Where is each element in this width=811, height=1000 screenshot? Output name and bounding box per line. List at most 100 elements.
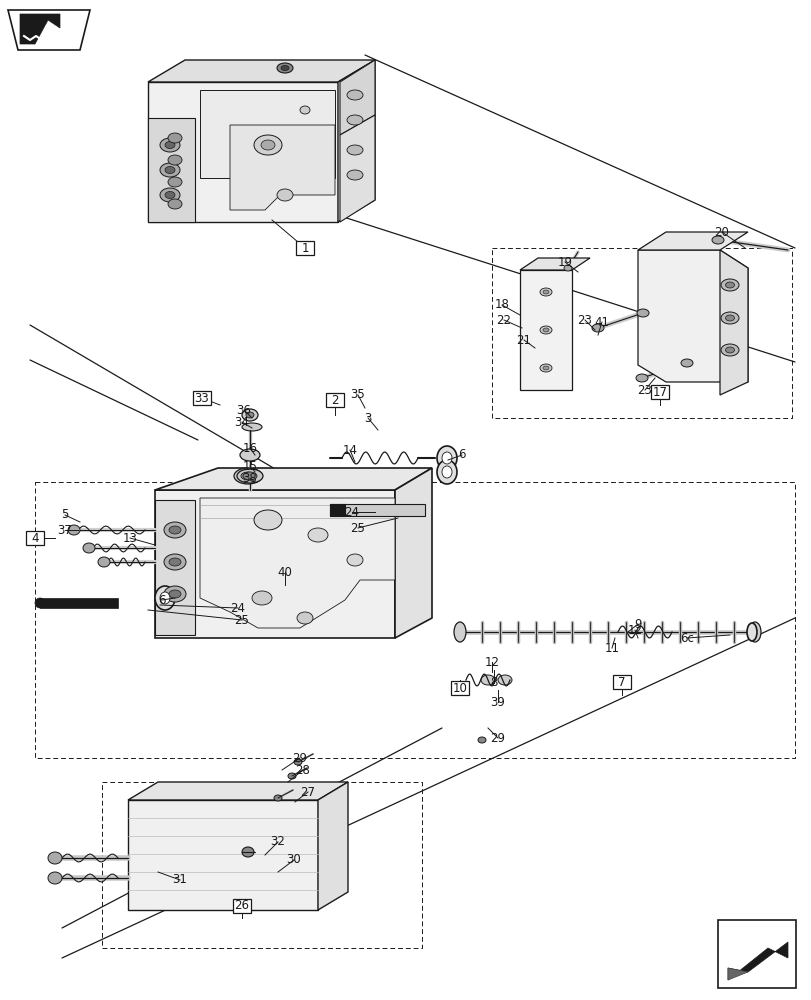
Ellipse shape: [636, 309, 648, 317]
Polygon shape: [20, 14, 60, 44]
Bar: [717, 920, 795, 988]
Ellipse shape: [242, 409, 258, 421]
Text: 3: 3: [364, 412, 371, 424]
Polygon shape: [40, 598, 118, 608]
Ellipse shape: [68, 525, 80, 535]
Bar: [612, 675, 630, 689]
Text: 19: 19: [557, 255, 572, 268]
Text: 21: 21: [516, 334, 531, 347]
Ellipse shape: [242, 472, 257, 480]
Text: 22: 22: [496, 314, 511, 326]
Ellipse shape: [160, 138, 180, 152]
Polygon shape: [148, 118, 195, 222]
Polygon shape: [340, 60, 375, 135]
Bar: [650, 385, 668, 399]
Text: 18: 18: [494, 298, 508, 312]
Ellipse shape: [164, 554, 186, 570]
Ellipse shape: [478, 737, 486, 743]
Ellipse shape: [543, 366, 548, 370]
Ellipse shape: [242, 847, 254, 857]
Bar: [325, 393, 344, 407]
Text: 23: 23: [577, 314, 592, 326]
Text: 12: 12: [627, 624, 642, 636]
Text: 32: 32: [270, 835, 285, 848]
Text: 36: 36: [236, 403, 251, 416]
Text: 2: 2: [331, 393, 338, 406]
Text: 30: 30: [286, 853, 301, 866]
Text: 5: 5: [62, 508, 69, 522]
Ellipse shape: [724, 282, 734, 288]
Ellipse shape: [98, 557, 109, 567]
Ellipse shape: [441, 466, 452, 478]
Ellipse shape: [724, 315, 734, 321]
Ellipse shape: [720, 279, 738, 291]
Ellipse shape: [168, 155, 182, 165]
Ellipse shape: [241, 472, 255, 480]
Text: 10: 10: [452, 682, 467, 694]
Polygon shape: [727, 942, 787, 980]
Ellipse shape: [436, 460, 457, 484]
Text: 8: 8: [490, 676, 497, 690]
Ellipse shape: [299, 106, 310, 114]
Ellipse shape: [254, 135, 281, 155]
Ellipse shape: [346, 115, 363, 125]
Polygon shape: [200, 90, 335, 178]
Polygon shape: [637, 250, 747, 382]
Polygon shape: [148, 82, 337, 222]
Text: 25: 25: [234, 613, 249, 626]
Ellipse shape: [346, 554, 363, 566]
Ellipse shape: [160, 163, 180, 177]
Ellipse shape: [346, 170, 363, 180]
Ellipse shape: [441, 452, 452, 464]
Polygon shape: [128, 782, 348, 800]
Ellipse shape: [48, 872, 62, 884]
Text: 12: 12: [484, 656, 499, 668]
Text: 7: 7: [617, 676, 625, 688]
Polygon shape: [329, 504, 345, 516]
Text: 39: 39: [490, 696, 504, 708]
Polygon shape: [155, 500, 195, 635]
Ellipse shape: [539, 288, 551, 296]
Ellipse shape: [164, 522, 186, 538]
Polygon shape: [727, 968, 747, 980]
Ellipse shape: [294, 759, 302, 765]
Text: 13: 13: [122, 532, 137, 544]
Polygon shape: [637, 232, 747, 250]
Text: 29: 29: [490, 731, 505, 744]
Polygon shape: [128, 800, 318, 910]
Ellipse shape: [168, 177, 182, 187]
Ellipse shape: [711, 236, 723, 244]
Polygon shape: [148, 60, 375, 82]
Polygon shape: [394, 468, 431, 638]
Text: 15: 15: [242, 460, 257, 473]
Ellipse shape: [277, 63, 293, 73]
Ellipse shape: [539, 364, 551, 372]
Text: 6c: 6c: [680, 632, 693, 644]
Ellipse shape: [346, 90, 363, 100]
Text: 4: 4: [31, 532, 39, 544]
Polygon shape: [519, 258, 590, 270]
Bar: [193, 391, 211, 405]
Ellipse shape: [237, 469, 263, 483]
Ellipse shape: [346, 145, 363, 155]
Text: 31: 31: [173, 874, 187, 886]
Ellipse shape: [720, 344, 738, 356]
Text: 24: 24: [230, 601, 245, 614]
Polygon shape: [155, 490, 394, 638]
Polygon shape: [8, 10, 90, 50]
Polygon shape: [329, 504, 424, 516]
Ellipse shape: [155, 586, 175, 610]
Ellipse shape: [164, 586, 186, 602]
Ellipse shape: [288, 773, 296, 779]
Ellipse shape: [543, 328, 548, 332]
Text: 14: 14: [342, 444, 357, 456]
Ellipse shape: [160, 188, 180, 202]
Bar: [233, 899, 251, 913]
Ellipse shape: [680, 359, 692, 367]
Polygon shape: [337, 60, 375, 222]
Ellipse shape: [543, 290, 548, 294]
Ellipse shape: [242, 423, 262, 431]
Bar: [450, 681, 469, 695]
Polygon shape: [719, 250, 747, 395]
Ellipse shape: [453, 622, 466, 642]
